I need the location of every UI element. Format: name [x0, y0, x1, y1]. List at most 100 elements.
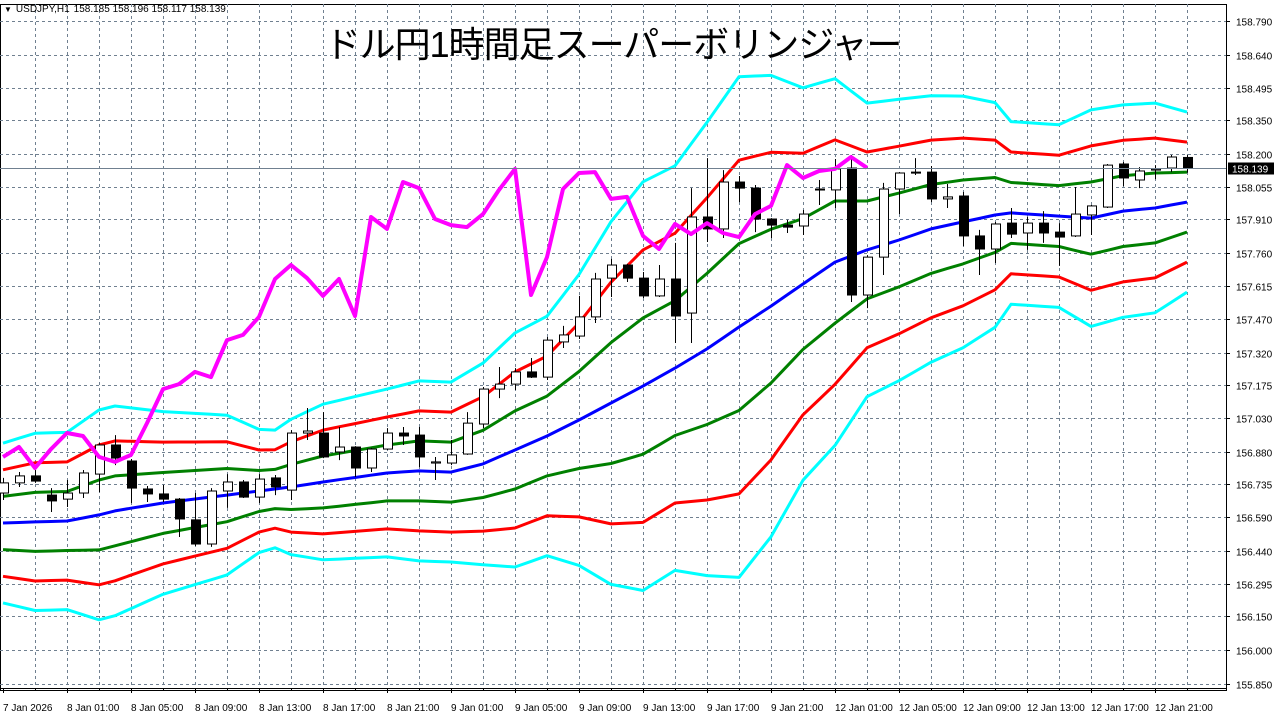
candle-body-bull: [303, 430, 313, 434]
y-tick-label: 156.880: [1236, 449, 1273, 460]
candle-body-bear: [191, 519, 201, 545]
candle-body-bull: [655, 278, 665, 297]
collapse-triangle-icon[interactable]: ▼: [4, 5, 12, 14]
candle: [15, 472, 25, 487]
x-tick-label: 8 Jan 17:00: [323, 703, 376, 714]
x-axis-line: [0, 688, 1227, 691]
candle: [879, 182, 889, 275]
candle-body-bull: [255, 478, 265, 498]
candle-body-bear: [959, 195, 969, 237]
x-tick-label: 8 Jan 09:00: [195, 703, 248, 714]
candle: [1183, 154, 1193, 173]
candle: [687, 188, 697, 344]
x-tick-label: 9 Jan 01:00: [451, 703, 504, 714]
current-price-label: 158.139: [1232, 165, 1269, 176]
x-tick-label: 12 Jan 09:00: [963, 703, 1021, 714]
x-tick-label: 9 Jan 13:00: [643, 703, 696, 714]
x-tick-label: 8 Jan 01:00: [67, 703, 120, 714]
candle: [767, 218, 777, 238]
candle-body-bear: [1039, 222, 1049, 234]
symbol-label: USDJPY,H1: [15, 4, 70, 15]
x-tick-label: 7 Jan 2026: [3, 703, 53, 714]
candle-body-bull: [895, 172, 905, 190]
candle-body-bear: [639, 277, 649, 297]
candle: [639, 272, 649, 298]
candle-body-bear: [527, 371, 537, 378]
y-tick-label: 157.910: [1236, 216, 1273, 227]
candle-body-bear: [735, 181, 745, 189]
candle-body-bull: [911, 171, 921, 174]
candle-body-bull: [287, 432, 297, 491]
candle: [1087, 205, 1097, 236]
y-tick-label: 156.735: [1236, 481, 1273, 492]
plot-frame: [0, 4, 1227, 689]
candle: [1135, 167, 1145, 189]
candle-body-bull: [207, 490, 217, 545]
candle: [1103, 163, 1113, 208]
candle: [671, 242, 681, 344]
candle: [63, 479, 73, 508]
chart-title: ドル円1時間足スーパーボリンジャー: [324, 24, 903, 65]
candle: [335, 426, 345, 461]
candle-body-bear: [847, 167, 857, 296]
candle: [1055, 223, 1065, 266]
candle-body-bear: [751, 187, 761, 220]
candle-body-bull: [799, 213, 809, 227]
candle-body-bull: [15, 475, 25, 484]
candle-body-bear: [239, 481, 249, 498]
candle: [863, 255, 873, 309]
candle: [463, 412, 473, 455]
y-tick-label: 158.055: [1236, 184, 1273, 195]
y-tick-label: 157.175: [1236, 382, 1273, 393]
candle: [591, 272, 601, 323]
candle: [223, 474, 233, 508]
candle-body-bull: [559, 334, 569, 343]
candle-body-bull: [1135, 170, 1145, 181]
candle: [559, 325, 569, 349]
y-tick-label: 156.295: [1236, 581, 1273, 592]
y-tick-label: 156.000: [1236, 647, 1273, 658]
candle: [143, 486, 153, 503]
candle: [751, 184, 761, 233]
candle-body-bear: [623, 264, 633, 279]
candle-body-bear: [143, 488, 153, 495]
candle: [799, 209, 809, 236]
candle-body-bull: [0, 482, 9, 494]
candle-body-bear: [671, 278, 681, 317]
x-tick-label: 9 Jan 21:00: [771, 703, 824, 714]
candle: [271, 474, 281, 496]
candle-body-bear: [319, 432, 329, 458]
candle-body-bull: [831, 168, 841, 191]
candle-body-bull: [607, 264, 617, 279]
candle: [207, 488, 217, 547]
candle: [719, 170, 729, 238]
y-tick-label: 158.790: [1236, 18, 1273, 29]
candle: [927, 166, 937, 203]
candle: [399, 426, 409, 445]
x-tick-label: 12 Jan 17:00: [1091, 703, 1149, 714]
candle: [847, 154, 857, 303]
candle: [0, 477, 9, 501]
candle-body-bull: [367, 448, 377, 469]
candle-body-bull: [383, 432, 393, 450]
candle: [367, 447, 377, 473]
candle-body-bear: [767, 218, 777, 226]
candle-body-bear: [1007, 222, 1017, 235]
candle: [415, 426, 425, 468]
candle: [783, 219, 793, 233]
candle-body-bear: [175, 498, 185, 520]
candle-body-bull: [863, 256, 873, 296]
x-tick-label: 12 Jan 05:00: [899, 703, 957, 714]
candle: [191, 493, 201, 547]
y-tick-label: 158.640: [1236, 52, 1273, 63]
candle-body-bear: [1119, 163, 1129, 179]
candle: [527, 357, 537, 379]
candle: [31, 470, 41, 483]
candle: [159, 484, 169, 503]
plus-1-sigma-line: [2, 170, 1188, 498]
candle: [1007, 207, 1017, 238]
candle: [175, 497, 185, 538]
candle: [735, 175, 745, 203]
candle-body-bear: [975, 235, 985, 250]
